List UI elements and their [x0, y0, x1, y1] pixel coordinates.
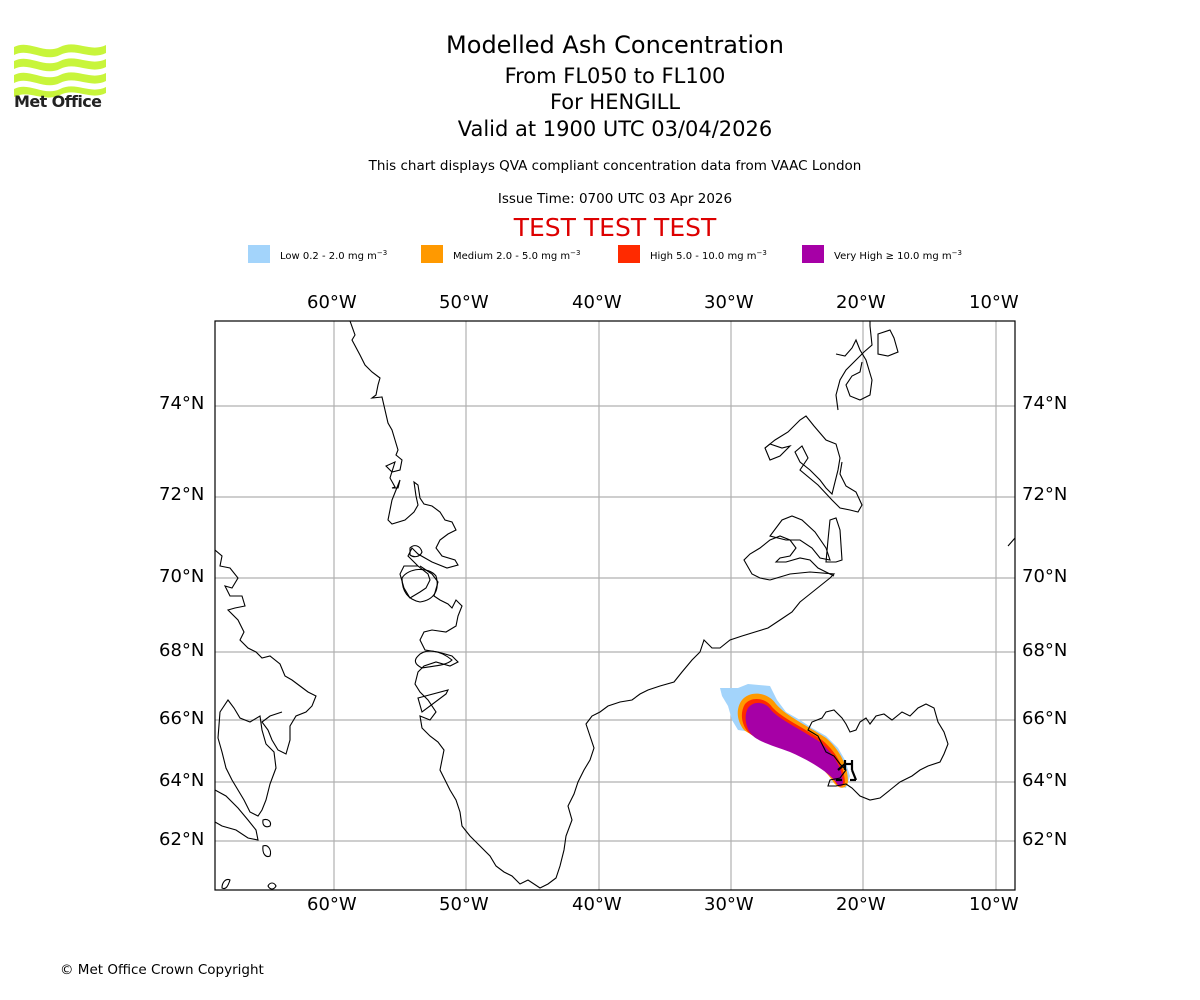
coastline-island [221, 878, 231, 890]
coastline-greenland-east [835, 338, 873, 401]
legend-label-high: High 5.0 - 10.0 mg m−3 [650, 249, 767, 262]
logo-text: Met Office [14, 92, 102, 111]
coastline-greenland-east [835, 321, 873, 411]
coastline-greenland-east [764, 443, 792, 461]
map-frame [214, 320, 1016, 891]
lon-tick-bottom: 20°W [836, 894, 886, 915]
chart-subtitle: This chart displays QVA compliant concen… [368, 158, 862, 174]
coastline-canada [215, 549, 317, 755]
volcano-icon [836, 760, 858, 782]
legend-swatch-medium [421, 245, 443, 263]
issue-time: Issue Time: 0700 UTC 03 Apr 2026 [497, 191, 733, 207]
coastline-canada [215, 789, 259, 841]
coastline-greenland-west [414, 565, 836, 889]
valid-time: Valid at 1900 UTC 03/04/2026 [457, 117, 773, 141]
lon-tick-top: 30°W [704, 292, 754, 313]
lat-tick-left: 62°N [159, 829, 205, 850]
lon-tick-top: 60°W [307, 292, 357, 313]
legend-label-low: Low 0.2 - 2.0 mg m−3 [280, 249, 388, 262]
graticule [215, 321, 1015, 890]
coastline-greenland-west [349, 321, 459, 599]
coastline-fjord [401, 568, 438, 603]
coastline-island [1007, 537, 1015, 547]
coastlines [215, 321, 1015, 890]
flight-level-range: From FL050 to FL100 [504, 64, 726, 88]
logo-wave [14, 72, 106, 86]
lat-tick-left: 68°N [159, 640, 205, 661]
lon-tick-top: 40°W [572, 292, 622, 313]
lat-tick-left: 66°N [159, 708, 205, 729]
coastline-greenland-east [743, 535, 835, 581]
lon-tick-bottom: 10°W [969, 894, 1019, 915]
lon-tick-bottom: 40°W [572, 894, 622, 915]
lat-tick-left: 74°N [159, 393, 205, 414]
ash-very-high-region [745, 702, 843, 787]
volcano-name: For HENGILL [549, 90, 681, 114]
legend-swatch-low [248, 245, 270, 263]
legend-label-very-high: Very High ≥ 10.0 mg m−3 [834, 249, 962, 262]
lat-tick-left: 72°N [159, 484, 205, 505]
lat-tick-right: 68°N [1022, 640, 1068, 661]
lat-tick-right: 70°N [1022, 566, 1068, 587]
coastline-island [877, 329, 899, 357]
legend-swatch-high [618, 245, 640, 263]
lat-tick-right: 74°N [1022, 393, 1068, 414]
lat-tick-right: 64°N [1022, 770, 1068, 791]
lon-tick-top: 20°W [836, 292, 886, 313]
test-banner: TEST TEST TEST [513, 213, 717, 242]
logo-wave [14, 44, 106, 58]
coastline-island [267, 882, 277, 890]
coastline-fjord [417, 689, 450, 713]
coastline-island [262, 845, 272, 858]
coastline-greenland-east [764, 415, 863, 513]
legend-label-medium: Medium 2.0 - 5.0 mg m−3 [453, 249, 581, 262]
legend-swatch-very-high [802, 245, 824, 263]
lon-tick-top: 10°W [969, 292, 1019, 313]
copyright-notice: © Met Office Crown Copyright [60, 962, 264, 978]
lat-tick-right: 72°N [1022, 484, 1068, 505]
logo-wave [14, 58, 106, 72]
lon-tick-top: 50°W [439, 292, 489, 313]
coastline-island [409, 545, 423, 558]
coastline-fjord [414, 650, 453, 669]
lon-tick-bottom: 50°W [439, 894, 489, 915]
ash-plume [720, 684, 850, 788]
lon-tick-bottom: 60°W [307, 894, 357, 915]
coastline-greenland-east [825, 517, 843, 563]
lat-tick-left: 70°N [159, 566, 205, 587]
logo-wave [14, 86, 106, 98]
lat-tick-right: 62°N [1022, 829, 1068, 850]
met-office-logo [14, 44, 106, 98]
coastline-greenland-east [769, 515, 831, 561]
chart-title: Modelled Ash Concentration [446, 31, 784, 59]
lat-tick-left: 64°N [159, 770, 205, 791]
coastline-island [262, 818, 272, 828]
lon-tick-bottom: 30°W [704, 894, 754, 915]
coastline-canada [217, 699, 277, 817]
lat-tick-right: 66°N [1022, 708, 1068, 729]
coastline-iceland [807, 703, 949, 801]
